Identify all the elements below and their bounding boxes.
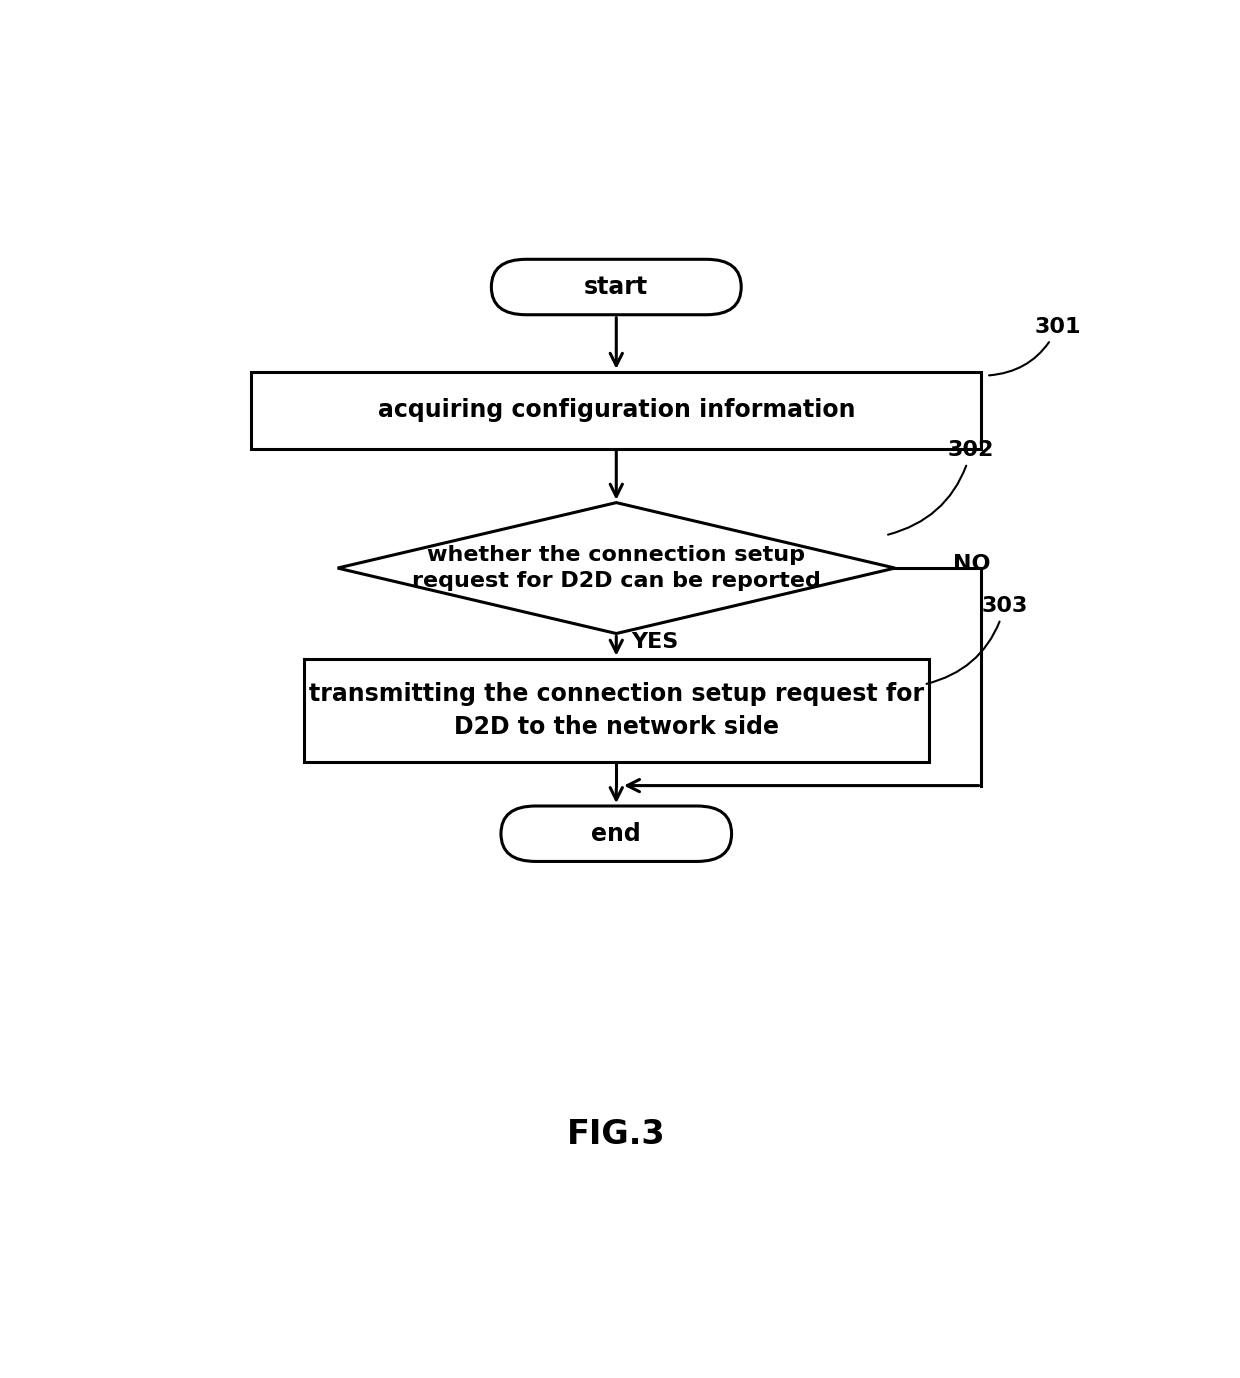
- Text: FIG.3: FIG.3: [567, 1118, 666, 1151]
- Text: end: end: [591, 821, 641, 846]
- Text: whether the connection setup
request for D2D can be reported: whether the connection setup request for…: [412, 544, 821, 591]
- Text: transmitting the connection setup request for
D2D to the network side: transmitting the connection setup reques…: [309, 682, 924, 739]
- Text: 302: 302: [888, 440, 994, 535]
- Text: acquiring configuration information: acquiring configuration information: [377, 398, 856, 422]
- FancyBboxPatch shape: [501, 806, 732, 861]
- Text: 303: 303: [926, 597, 1028, 683]
- Text: NO: NO: [952, 554, 990, 575]
- Text: YES: YES: [631, 633, 678, 652]
- Text: 301: 301: [990, 317, 1081, 375]
- Polygon shape: [337, 503, 895, 634]
- Bar: [250, 372, 982, 449]
- Bar: [304, 659, 929, 762]
- Text: start: start: [584, 276, 649, 299]
- FancyBboxPatch shape: [491, 259, 742, 314]
